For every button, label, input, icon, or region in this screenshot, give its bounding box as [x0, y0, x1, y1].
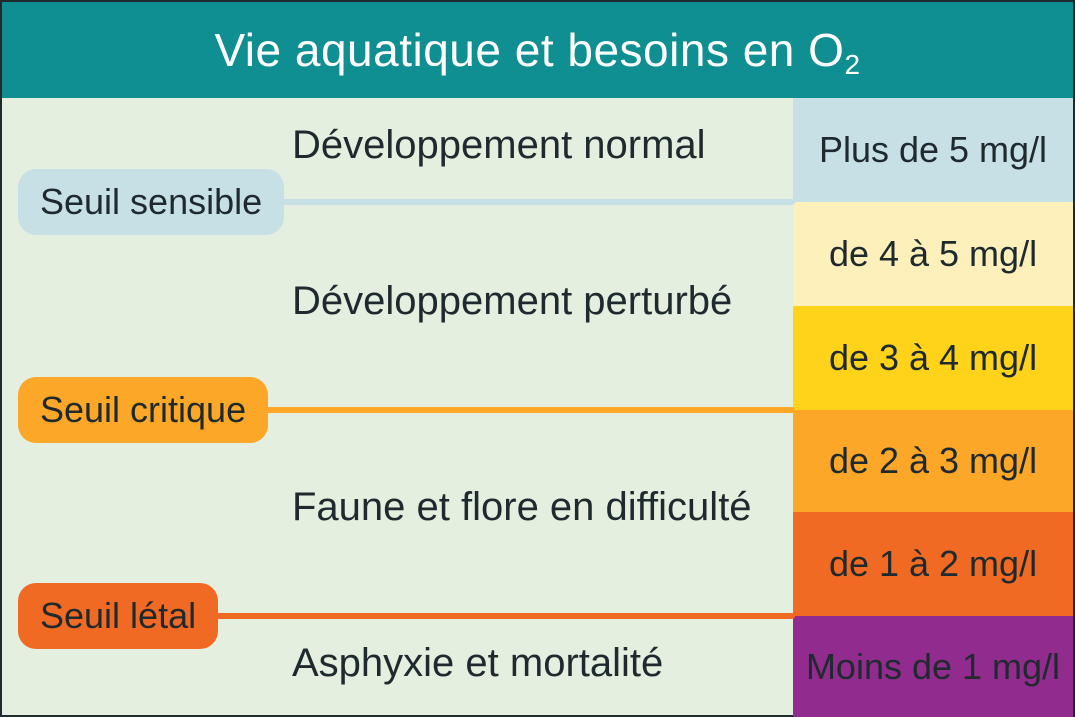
stage-description: Faune et flore en difficulté: [292, 486, 792, 528]
range-band: de 2 à 3 mg/l: [793, 410, 1073, 512]
title-text: Vie aquatique et besoins en O2: [214, 23, 860, 77]
range-band: de 4 à 5 mg/l: [793, 202, 1073, 306]
threshold-badge: Seuil critique: [18, 377, 268, 443]
title-pre: Vie aquatique et besoins en O: [214, 24, 844, 76]
title-subscript: 2: [844, 49, 860, 80]
range-band: Plus de 5 mg/l: [793, 98, 1073, 202]
threshold-badge: Seuil létal: [18, 583, 218, 649]
threshold-badge: Seuil sensible: [18, 169, 284, 235]
infographic-frame: Vie aquatique et besoins en O2 Plus de 5…: [0, 0, 1075, 717]
stage-description: Développement perturbé: [292, 280, 792, 322]
stage-description: Développement normal: [292, 124, 792, 166]
range-band: de 1 à 2 mg/l: [793, 512, 1073, 616]
range-band: Moins de 1 mg/l: [793, 616, 1073, 717]
range-band: de 3 à 4 mg/l: [793, 306, 1073, 410]
stage-description: Asphyxie et mortalité: [292, 642, 792, 684]
title-bar: Vie aquatique et besoins en O2: [2, 2, 1073, 98]
